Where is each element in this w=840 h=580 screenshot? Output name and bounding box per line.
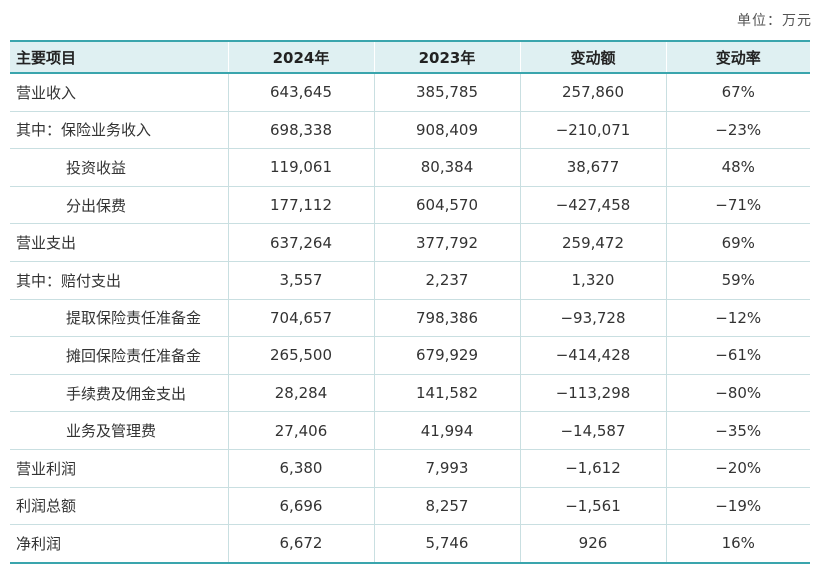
table-row: 营业利润 6,380 7,993 −1,612 −20% <box>10 449 810 488</box>
value-change: 926 <box>519 524 666 564</box>
value-2024: 177,112 <box>227 186 374 225</box>
value-change: 257,860 <box>519 73 666 112</box>
table-row: 其中：保险业务收入 698,338 908,409 −210,071 −23% <box>10 111 810 150</box>
value-rate: 59% <box>665 261 810 300</box>
row-item: 净利润 <box>10 524 228 564</box>
table-row: 业务及管理费 27,406 41,994 −14,587 −35% <box>10 411 810 450</box>
value-2023: 604,570 <box>373 186 520 225</box>
header-rate: 变动率 <box>665 40 810 74</box>
value-2024: 698,338 <box>227 111 374 150</box>
value-2023: 8,257 <box>373 487 520 526</box>
row-item: 营业收入 <box>10 73 228 112</box>
row-item: 业务及管理费 <box>10 411 228 450</box>
value-rate: −20% <box>665 449 810 488</box>
value-rate: −12% <box>665 299 810 338</box>
value-2024: 6,380 <box>227 449 374 488</box>
value-change: −1,561 <box>519 487 666 526</box>
value-2023: 679,929 <box>373 336 520 375</box>
row-item: 其中：保险业务收入 <box>10 111 228 150</box>
table-row: 提取保险责任准备金 704,657 798,386 −93,728 −12% <box>10 299 810 338</box>
table-row: 净利润 6,672 5,746 926 16% <box>10 524 810 564</box>
value-rate: −19% <box>665 487 810 526</box>
table-row: 摊回保险责任准备金 265,500 679,929 −414,428 −61% <box>10 336 810 375</box>
value-2023: 798,386 <box>373 299 520 338</box>
value-change: 38,677 <box>519 148 666 187</box>
row-item: 利润总额 <box>10 487 228 526</box>
table-row: 分出保费 177,112 604,570 −427,458 −71% <box>10 186 810 225</box>
value-2024: 28,284 <box>227 374 374 413</box>
value-2024: 704,657 <box>227 299 374 338</box>
value-2024: 637,264 <box>227 223 374 262</box>
header-row: 主要项目 2024年 2023年 变动额 变动率 <box>10 40 810 74</box>
value-2024: 6,696 <box>227 487 374 526</box>
table-row: 营业支出 637,264 377,792 259,472 69% <box>10 223 810 262</box>
value-2024: 265,500 <box>227 336 374 375</box>
financial-summary-table: 主要项目 2024年 2023年 变动额 变动率 营业收入 643,645 38… <box>10 40 810 564</box>
value-change: 259,472 <box>519 223 666 262</box>
row-item: 分出保费 <box>10 186 228 225</box>
row-item: 其中：赔付支出 <box>10 261 228 300</box>
value-2024: 643,645 <box>227 73 374 112</box>
table-row: 其中：赔付支出 3,557 2,237 1,320 59% <box>10 261 810 300</box>
value-2023: 385,785 <box>373 73 520 112</box>
value-2023: 5,746 <box>373 524 520 564</box>
value-2023: 2,237 <box>373 261 520 300</box>
value-rate: 67% <box>665 73 810 112</box>
value-change: −427,458 <box>519 186 666 225</box>
value-rate: −71% <box>665 186 810 225</box>
value-2024: 6,672 <box>227 524 374 564</box>
value-change: −414,428 <box>519 336 666 375</box>
row-item: 手续费及佣金支出 <box>10 374 228 413</box>
header-2024: 2024年 <box>227 40 374 74</box>
value-rate: −23% <box>665 111 810 150</box>
row-item: 摊回保险责任准备金 <box>10 336 228 375</box>
value-change: −1,612 <box>519 449 666 488</box>
header-item: 主要项目 <box>10 40 228 74</box>
row-item: 营业利润 <box>10 449 228 488</box>
row-item: 投资收益 <box>10 148 228 187</box>
value-2023: 908,409 <box>373 111 520 150</box>
table-row: 手续费及佣金支出 28,284 141,582 −113,298 −80% <box>10 374 810 413</box>
header-change: 变动额 <box>519 40 666 74</box>
table-row: 营业收入 643,645 385,785 257,860 67% <box>10 73 810 112</box>
table-row: 投资收益 119,061 80,384 38,677 48% <box>10 148 810 187</box>
value-change: −113,298 <box>519 374 666 413</box>
value-change: −93,728 <box>519 299 666 338</box>
value-change: −210,071 <box>519 111 666 150</box>
value-2023: 377,792 <box>373 223 520 262</box>
row-item: 营业支出 <box>10 223 228 262</box>
header-2023: 2023年 <box>373 40 520 74</box>
value-2023: 141,582 <box>373 374 520 413</box>
row-item: 提取保险责任准备金 <box>10 299 228 338</box>
value-rate: −35% <box>665 411 810 450</box>
value-rate: −61% <box>665 336 810 375</box>
value-rate: 69% <box>665 223 810 262</box>
value-2024: 119,061 <box>227 148 374 187</box>
value-2023: 80,384 <box>373 148 520 187</box>
value-2024: 27,406 <box>227 411 374 450</box>
value-change: −14,587 <box>519 411 666 450</box>
value-rate: 16% <box>665 524 810 564</box>
value-2023: 7,993 <box>373 449 520 488</box>
value-rate: −80% <box>665 374 810 413</box>
value-rate: 48% <box>665 148 810 187</box>
value-2024: 3,557 <box>227 261 374 300</box>
unit-label: 单位：万元 <box>737 13 812 29</box>
value-change: 1,320 <box>519 261 666 300</box>
value-2023: 41,994 <box>373 411 520 450</box>
table-row: 利润总额 6,696 8,257 −1,561 −19% <box>10 487 810 526</box>
